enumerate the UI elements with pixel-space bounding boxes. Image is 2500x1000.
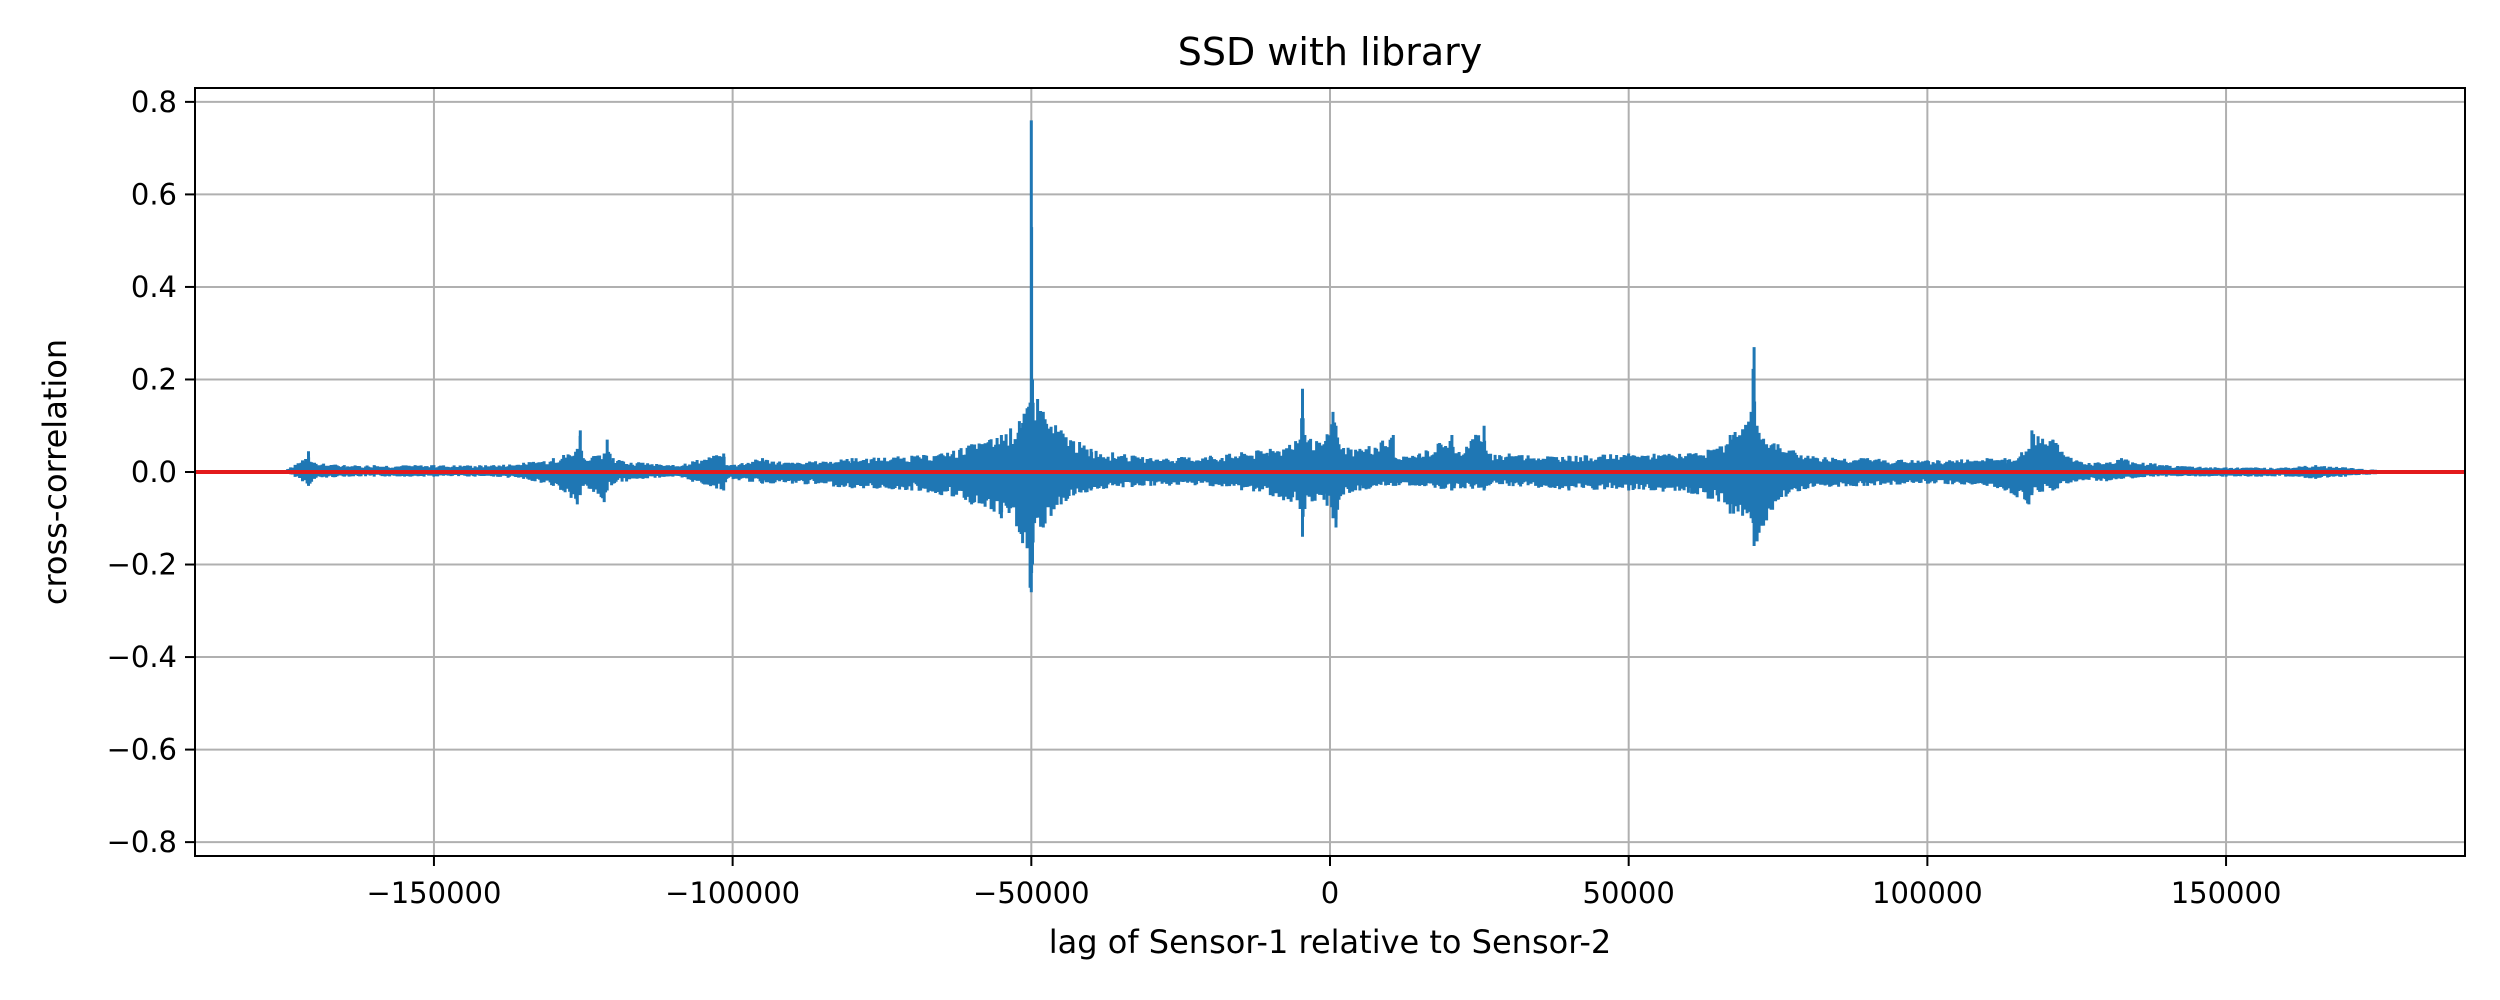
y-tick-label: 0.0: [131, 455, 177, 489]
axis-ticks: −150000 −100000 −50000 0 50000 100000 150000 0.…: [107, 85, 2282, 910]
x-tick-label: −150000: [366, 876, 501, 910]
x-tick-label: 100000: [1872, 876, 1983, 910]
y-tick-label: −0.4: [107, 640, 177, 674]
y-axis-title: cross-correlation: [36, 339, 74, 605]
y-tick-label: −0.2: [107, 548, 177, 582]
y-tick-label: 0.4: [131, 270, 177, 304]
y-tick-label: −0.6: [107, 733, 177, 767]
y-tick-label: 0.2: [131, 362, 177, 396]
chart-title: SSD with library: [1178, 30, 1483, 74]
y-tick-label: 0.6: [131, 177, 177, 211]
y-tick-label: −0.8: [107, 825, 177, 859]
x-tick-label: −100000: [665, 876, 800, 910]
x-tick-label: −50000: [973, 876, 1090, 910]
x-axis-title: lag of Sensor-1 relative to Sensor-2: [1049, 923, 1611, 961]
x-tick-label: 0: [1321, 876, 1339, 910]
plot-area: [195, 120, 2465, 593]
x-tick-label: 150000: [2171, 876, 2282, 910]
y-tick-label: 0.8: [131, 85, 177, 119]
x-tick-label: 50000: [1583, 876, 1675, 910]
